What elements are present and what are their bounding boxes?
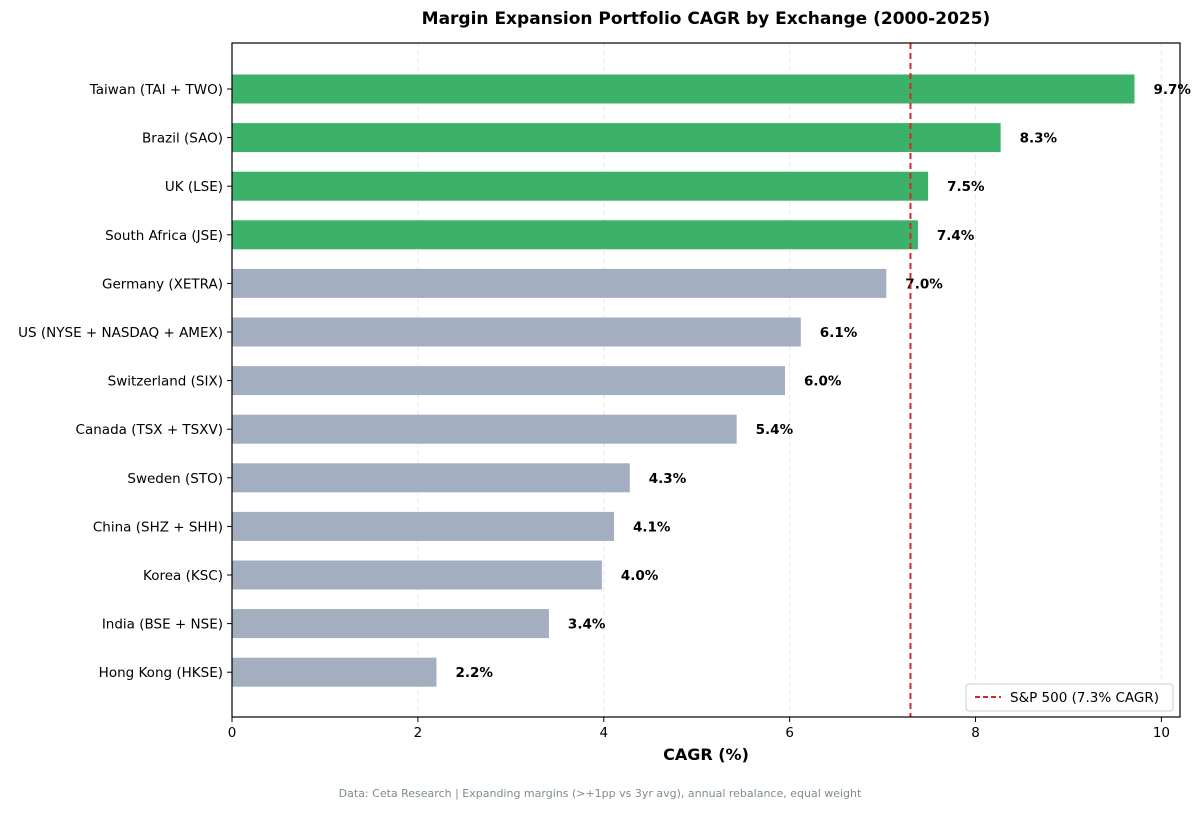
- data-label: 6.1%: [820, 325, 858, 341]
- y-tick-label: Canada (TSX + TSXV): [76, 422, 223, 438]
- bar: [232, 657, 437, 687]
- footnote: Data: Ceta Research | Expanding margins …: [339, 787, 862, 800]
- x-tick-label: 8: [971, 725, 980, 741]
- y-tick-label: Brazil (SAO): [142, 131, 223, 147]
- bar: [232, 74, 1135, 104]
- data-label: 7.0%: [905, 276, 943, 292]
- bar: [232, 463, 630, 493]
- bar: [232, 123, 1001, 153]
- y-tick-label: Hong Kong (HKSE): [99, 665, 223, 681]
- bar: [232, 268, 887, 298]
- data-label: 9.7%: [1153, 82, 1191, 98]
- y-tick-label: Switzerland (SIX): [108, 374, 223, 390]
- legend: S&P 500 (7.3% CAGR): [965, 683, 1174, 712]
- data-label: 4.0%: [621, 568, 659, 584]
- x-tick-label: 0: [228, 725, 237, 741]
- data-label: 7.5%: [947, 179, 985, 195]
- data-label: 6.0%: [804, 374, 842, 390]
- y-tick-label: South Africa (JSE): [105, 228, 223, 244]
- chart-title: Margin Expansion Portfolio CAGR by Excha…: [422, 9, 991, 29]
- y-tick-label: Sweden (STO): [127, 471, 223, 487]
- y-tick-label: India (BSE + NSE): [102, 617, 223, 633]
- data-label: 2.2%: [455, 665, 493, 681]
- data-label: 4.1%: [633, 519, 671, 535]
- x-axis-label: CAGR (%): [663, 745, 749, 764]
- data-label: 8.3%: [1020, 131, 1058, 147]
- legend-label: S&P 500 (7.3% CAGR): [1010, 690, 1159, 706]
- y-tick-label: Germany (XETRA): [102, 276, 223, 292]
- y-tick-label: UK (LSE): [165, 179, 223, 195]
- x-tick-label: 2: [414, 725, 423, 741]
- bar: [232, 414, 737, 444]
- y-tick-label: US (NYSE + NASDAQ + AMEX): [18, 325, 223, 341]
- bar: [232, 220, 918, 250]
- y-tick-label: Taiwan (TAI + TWO): [89, 82, 223, 98]
- bar: [232, 317, 801, 347]
- data-label: 7.4%: [937, 228, 975, 244]
- y-tick-label: Korea (KSC): [143, 568, 223, 584]
- plot-frame: [231, 42, 1181, 718]
- bar: [232, 171, 929, 201]
- y-tick-label: China (SHZ + SHH): [93, 519, 223, 535]
- x-tick-label: 6: [785, 725, 794, 741]
- data-label: 5.4%: [756, 422, 794, 438]
- bar: [232, 511, 614, 541]
- x-tick-label: 10: [1153, 725, 1170, 741]
- data-label: 3.4%: [568, 617, 606, 633]
- bar: [232, 366, 785, 396]
- bar: [232, 560, 602, 590]
- bar: [232, 609, 549, 639]
- data-label: 4.3%: [649, 471, 687, 487]
- x-tick-label: 4: [599, 725, 608, 741]
